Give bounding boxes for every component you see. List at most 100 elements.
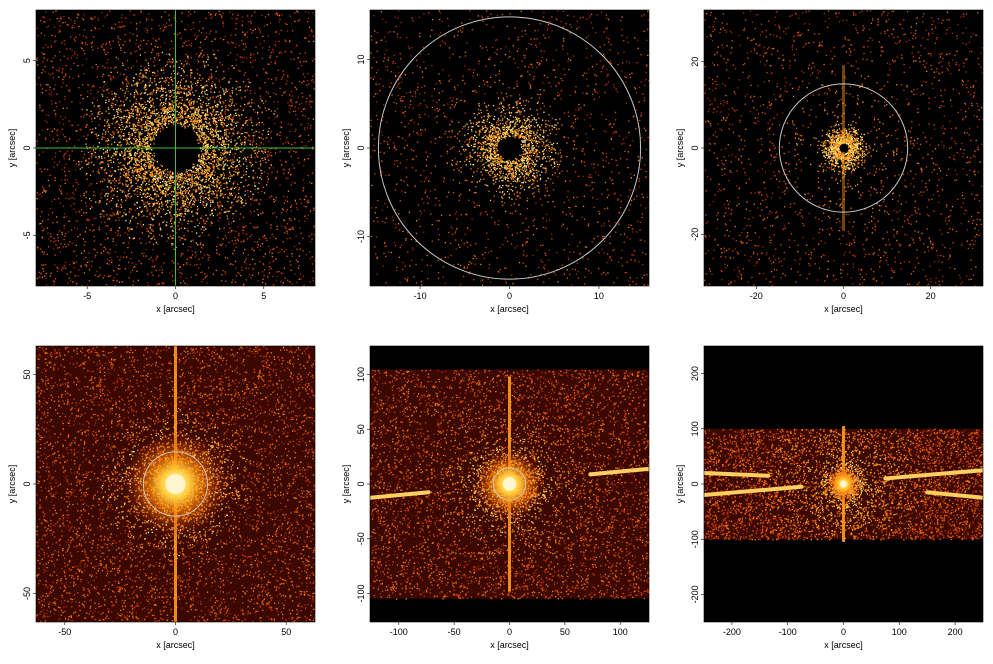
photon — [200, 242, 201, 243]
photon — [127, 198, 128, 199]
photon — [92, 231, 93, 232]
photon — [213, 109, 214, 110]
photon — [117, 235, 118, 236]
photon — [244, 57, 245, 58]
photon — [99, 142, 100, 143]
photon — [191, 251, 192, 252]
photon — [154, 78, 155, 79]
photon — [140, 45, 141, 46]
photon — [285, 91, 286, 92]
photon — [131, 185, 132, 186]
photon — [266, 137, 267, 138]
photon — [252, 275, 253, 276]
photon — [121, 26, 122, 27]
photon — [148, 19, 149, 20]
photon — [93, 149, 94, 150]
photon — [226, 151, 227, 152]
photon — [243, 241, 244, 242]
photon — [272, 49, 273, 50]
photon — [50, 275, 51, 276]
photon — [202, 104, 203, 105]
photon — [173, 182, 174, 183]
photon — [287, 209, 288, 210]
photon — [250, 57, 251, 58]
photon — [42, 237, 43, 238]
photon — [260, 175, 261, 176]
photon — [77, 220, 78, 221]
photon — [192, 92, 193, 93]
photon — [125, 177, 126, 178]
photon — [178, 114, 179, 115]
photon — [141, 77, 142, 78]
photon — [227, 218, 228, 219]
photon — [81, 161, 82, 162]
photon — [129, 222, 130, 223]
photon — [160, 229, 161, 230]
photon — [208, 162, 209, 163]
photon — [123, 175, 124, 176]
photon — [111, 28, 112, 29]
photon — [141, 129, 142, 130]
photon — [50, 141, 51, 142]
photon — [283, 169, 284, 170]
photon — [67, 58, 68, 59]
photon — [258, 244, 259, 245]
photon — [222, 12, 223, 13]
photon — [216, 134, 217, 135]
photon — [107, 97, 108, 98]
photon — [192, 221, 193, 222]
photon — [308, 141, 309, 142]
photon — [60, 186, 61, 187]
photon — [202, 142, 203, 143]
photon — [193, 189, 194, 190]
photon — [172, 276, 173, 277]
photon — [107, 67, 108, 68]
photon — [200, 127, 201, 128]
photon — [206, 181, 207, 182]
photon — [148, 231, 149, 232]
photon — [245, 203, 246, 204]
photon — [47, 84, 48, 85]
photon — [139, 157, 140, 158]
photon — [207, 139, 208, 140]
photon — [90, 175, 91, 176]
photon — [116, 154, 117, 155]
photon — [135, 101, 136, 102]
photon — [143, 224, 144, 225]
photon — [227, 116, 228, 117]
photon — [174, 109, 175, 110]
photon — [171, 245, 172, 246]
photon — [136, 227, 137, 228]
photon — [272, 276, 273, 277]
photon — [141, 152, 142, 153]
photon — [290, 131, 291, 132]
photon — [119, 135, 120, 136]
photon — [64, 158, 65, 159]
photon — [48, 238, 49, 239]
photon — [199, 236, 200, 237]
photon — [139, 165, 140, 166]
photon — [261, 137, 262, 138]
photon — [165, 92, 166, 93]
photon — [105, 131, 106, 132]
photon — [126, 79, 127, 80]
photon — [172, 204, 173, 205]
photon — [125, 93, 126, 94]
photon — [70, 69, 71, 70]
photon — [287, 31, 288, 32]
photon — [273, 93, 274, 94]
photon — [98, 276, 99, 277]
photon — [163, 107, 164, 108]
photon — [120, 235, 121, 236]
photon — [130, 160, 131, 161]
photon — [121, 131, 122, 132]
photon — [237, 54, 238, 55]
photon — [148, 157, 149, 158]
photon — [196, 114, 197, 115]
photon — [126, 116, 127, 117]
photon — [95, 28, 96, 29]
photon — [192, 240, 193, 241]
photon — [118, 217, 119, 218]
photon — [59, 31, 60, 32]
photon — [69, 264, 70, 265]
